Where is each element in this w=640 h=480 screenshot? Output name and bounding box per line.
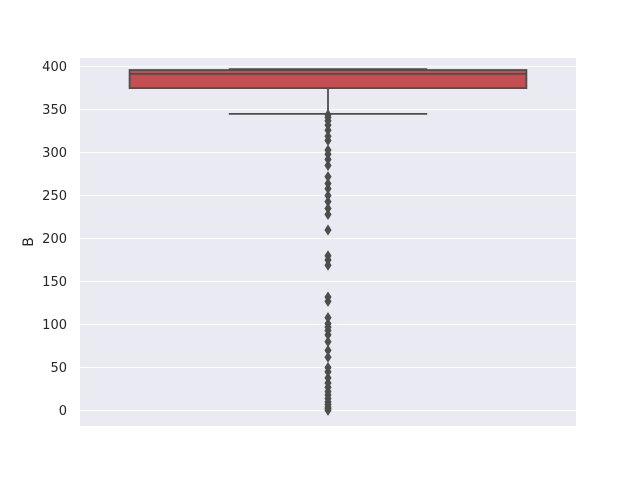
outlier-point — [324, 361, 332, 374]
outlier-point — [324, 177, 332, 190]
y-tick-label: 300 — [42, 146, 67, 161]
y-tick-label: 100 — [42, 318, 67, 333]
y-tick-label: 150 — [42, 275, 67, 290]
y-tick-label: 0 — [59, 404, 67, 419]
outlier-point — [324, 336, 332, 348]
outlier-point — [324, 224, 332, 236]
box — [128, 69, 528, 89]
outlier-point — [324, 159, 332, 172]
y-tick-label: 350 — [42, 103, 67, 118]
outlier-point — [324, 171, 332, 183]
outlier-point — [324, 144, 332, 156]
outlier-point — [324, 196, 332, 208]
y-tick-labels: 0 50 100 150 200 250 300 350 400 — [42, 60, 67, 419]
outlier-point — [324, 372, 332, 384]
iqr-box — [128, 69, 528, 89]
outlier-point — [324, 190, 332, 202]
outlier-point — [324, 250, 332, 262]
outlier-point — [324, 202, 332, 215]
outlier-points — [324, 109, 332, 416]
y-tick-label: 250 — [42, 189, 67, 204]
y-tick-label: 400 — [42, 60, 67, 75]
outlier-point — [324, 130, 332, 142]
outlier-point — [324, 109, 332, 121]
outlier-point — [324, 318, 332, 330]
outlier-point — [324, 291, 332, 303]
outlier-point — [324, 208, 332, 221]
y-tick-label: 200 — [42, 232, 67, 247]
outlier-point — [324, 351, 332, 363]
y-axis-label: B — [21, 237, 37, 247]
outlier-point — [324, 344, 332, 356]
y-tick-label: 50 — [50, 361, 67, 376]
outlier-point — [324, 312, 332, 324]
